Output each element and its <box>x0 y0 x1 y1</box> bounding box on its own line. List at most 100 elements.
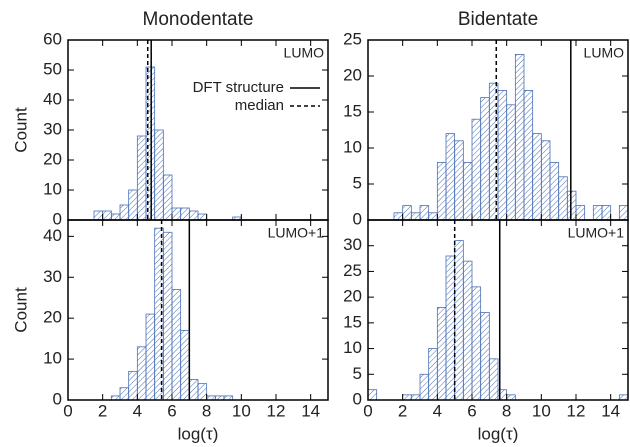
bar <box>119 204 130 221</box>
bar <box>506 394 516 401</box>
legend-label: median <box>235 97 284 114</box>
bar <box>436 307 447 401</box>
bar <box>145 313 156 401</box>
x-tick-label: 8 <box>502 401 511 420</box>
x-axis-label: log(τ) <box>178 424 219 443</box>
bar <box>171 207 182 221</box>
bar <box>136 346 147 401</box>
panel-frame <box>367 219 629 401</box>
bar <box>197 213 208 221</box>
bar <box>549 161 560 221</box>
bar <box>618 394 629 401</box>
y-tick-label: 15 <box>343 312 362 331</box>
bar <box>162 174 173 221</box>
bar <box>471 118 482 221</box>
bar <box>188 210 199 221</box>
bar <box>197 383 208 401</box>
bar <box>514 54 525 221</box>
bar <box>506 104 516 221</box>
bar <box>110 213 121 221</box>
bar <box>575 205 586 221</box>
y-tick-label: 5 <box>353 173 362 192</box>
y-tick-label: 40 <box>43 226 62 245</box>
bar <box>445 133 456 221</box>
y-tick-label: 30 <box>343 235 362 254</box>
panel-annotation: LUMO <box>584 45 625 61</box>
y-tick-label: 25 <box>343 29 362 48</box>
x-axis-label: log(τ) <box>478 424 519 443</box>
y-tick-label: 20 <box>43 308 62 327</box>
y-tick-label: 60 <box>43 29 62 48</box>
bar <box>419 373 430 401</box>
y-tick-label: 30 <box>43 119 62 138</box>
bar <box>471 286 482 401</box>
x-tick-label: 2 <box>98 401 107 420</box>
bar <box>480 97 490 221</box>
bar <box>488 358 499 401</box>
y-tick-label: 0 <box>353 389 362 408</box>
bar <box>532 133 542 221</box>
bar <box>445 255 456 401</box>
bar <box>402 394 412 401</box>
bar <box>566 190 577 221</box>
panel-frame <box>67 39 329 221</box>
panel-frame <box>67 219 329 401</box>
y-tick-label: 15 <box>343 101 362 120</box>
x-tick-label: 6 <box>167 401 176 420</box>
bar <box>540 140 551 221</box>
panel-annotation: LUMO+1 <box>568 225 625 241</box>
y-tick-label: 10 <box>343 338 362 357</box>
y-tick-label: 40 <box>43 89 62 108</box>
y-tick-label: 20 <box>343 287 362 306</box>
panel-title: Bidentate <box>458 9 538 30</box>
x-tick-label: 12 <box>567 401 586 420</box>
bar <box>410 394 421 401</box>
bar <box>128 189 138 221</box>
bar <box>162 231 173 401</box>
y-tick-label: 0 <box>53 389 62 408</box>
bar <box>419 205 430 221</box>
bar <box>462 260 473 401</box>
bar <box>454 240 464 401</box>
y-tick-label: 20 <box>43 149 62 168</box>
bar <box>180 207 190 221</box>
bar <box>558 176 568 221</box>
bar <box>618 205 629 221</box>
y-tick-label: 10 <box>43 349 62 368</box>
y-tick-label: 50 <box>43 59 62 78</box>
bar <box>436 161 447 221</box>
x-tick-label: 14 <box>601 401 620 420</box>
y-tick-label: 30 <box>43 267 62 286</box>
x-tick-label: 2 <box>398 401 407 420</box>
y-tick-label: 20 <box>343 65 362 84</box>
bar <box>119 387 130 401</box>
y-axis-label: Count <box>11 107 30 153</box>
y-tick-label: 25 <box>343 261 362 280</box>
y-tick-label: 10 <box>343 137 362 156</box>
bar <box>428 348 438 401</box>
bar <box>601 205 612 221</box>
bar <box>136 135 147 221</box>
panel-title: Monodentate <box>143 9 254 30</box>
panel-annotation: LUMO <box>284 45 325 61</box>
bar <box>428 212 438 221</box>
bar <box>367 389 378 401</box>
y-tick-label: 0 <box>53 209 62 228</box>
x-tick-label: 4 <box>133 401 142 420</box>
x-tick-label: 14 <box>301 401 320 420</box>
bar <box>188 379 199 401</box>
bar <box>171 289 182 401</box>
bar <box>402 205 412 221</box>
legend-label: DFT structure <box>193 79 284 96</box>
bar <box>523 90 534 221</box>
x-tick-label: 10 <box>532 401 551 420</box>
bar <box>480 312 490 401</box>
y-axis-label: Count <box>11 287 30 333</box>
bar <box>497 90 508 221</box>
x-tick-label: 4 <box>433 401 442 420</box>
x-tick-label: 12 <box>267 401 286 420</box>
bar <box>462 161 473 221</box>
panel-annotation: LUMO+1 <box>268 225 325 241</box>
bar <box>454 140 464 221</box>
